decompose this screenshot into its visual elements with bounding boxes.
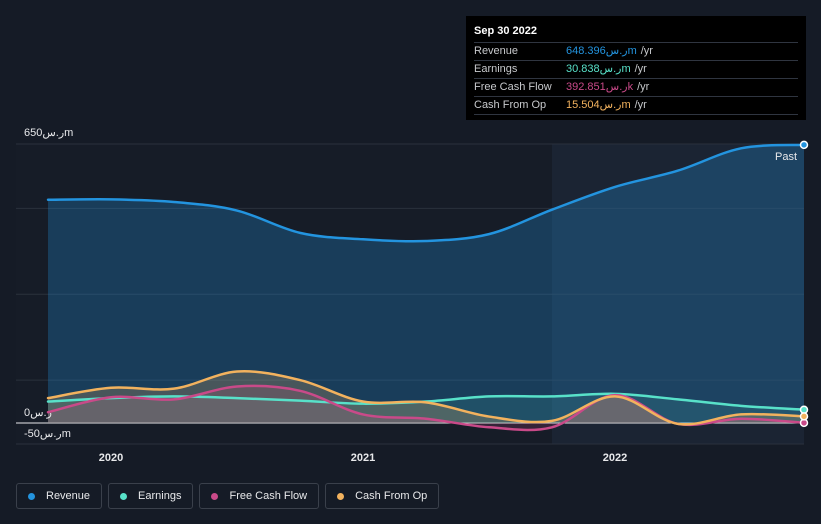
x-tick-label: 2022 (603, 452, 627, 464)
tooltip-row-cash-from-op: Cash From Op 15.504ر.سm /yr (474, 96, 798, 115)
tooltip: Sep 30 2022 Revenue 648.396ر.سm /yr Earn… (466, 16, 806, 120)
tooltip-label: Revenue (474, 45, 519, 57)
legend-label: Free Cash Flow (229, 490, 308, 502)
legend-label: Cash From Op (355, 490, 428, 502)
legend-item-cash-from-op[interactable]: Cash From Op (325, 483, 440, 509)
legend-item-earnings[interactable]: Earnings (108, 483, 194, 509)
tooltip-label: Cash From Op (474, 99, 547, 111)
series-lines (46, 143, 806, 432)
area-revenue (48, 144, 804, 423)
tooltip-unit: /yr (634, 63, 647, 75)
x-tick-label: 2021 (351, 452, 375, 464)
area-earnings (48, 393, 804, 423)
y-tick-label: 0ر.س (24, 407, 52, 419)
tooltip-row-free-cash-flow: Free Cash Flow 392.851ر.سk /yr (474, 78, 798, 96)
series-areas (48, 144, 804, 431)
legend-dot-icon (28, 492, 35, 500)
legend-item-revenue[interactable]: Revenue (16, 483, 103, 509)
tooltip-date: Sep 30 2022 (474, 25, 537, 37)
legend-item-free-cash-flow[interactable]: Free Cash Flow (199, 483, 320, 509)
line-revenue (46, 143, 806, 243)
y-tick-label: -50ر.سm (24, 428, 71, 440)
tooltip-unit: /yr (637, 81, 650, 93)
tooltip-label: Earnings (474, 63, 518, 75)
area-cash-from-op (48, 371, 804, 425)
legend-label: Revenue (46, 490, 91, 502)
y-tick-label: 650ر.سm (24, 127, 73, 139)
axis-labels: 650ر.سm 0ر.س -50ر.سm 2020 2021 2022 (24, 127, 627, 464)
legend-dot-icon (211, 492, 219, 500)
line-cash-from-op (46, 369, 806, 426)
series-end-markers (799, 140, 809, 428)
tooltip-label: Free Cash Flow (474, 81, 552, 93)
legend-label: Earnings (138, 490, 182, 502)
x-tick-label: 2020 (99, 452, 123, 464)
legend: Revenue Earnings Free Cash Flow Cash Fro… (16, 483, 440, 509)
tooltip-value: 648.396ر.سm (566, 45, 637, 57)
grid-lines (16, 143, 804, 445)
tooltip-value: 392.851ر.سk (566, 81, 634, 93)
legend-dot-icon (120, 492, 128, 500)
legend-dot-icon (337, 492, 345, 500)
end-marker-revenue (799, 140, 809, 150)
tooltip-value: 30.838ر.سm (566, 63, 631, 75)
end-marker-cash-from-op (799, 412, 809, 421)
tooltip-unit: /yr (640, 45, 653, 57)
tooltip-row-earnings: Earnings 30.838ر.سm /yr (474, 60, 798, 78)
past-label: Past (775, 151, 797, 163)
tooltip-value: 15.504ر.سm (566, 99, 631, 111)
tooltip-row-revenue: Revenue 648.396ر.سm /yr (474, 42, 798, 60)
tooltip-unit: /yr (634, 99, 647, 111)
